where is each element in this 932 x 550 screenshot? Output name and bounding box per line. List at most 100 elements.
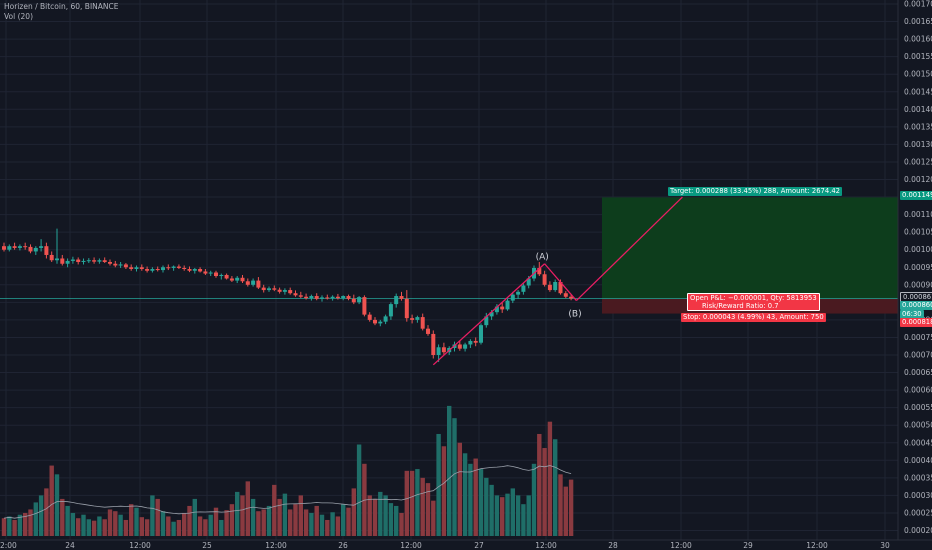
candle-body (463, 344, 468, 349)
volume-bar (441, 446, 447, 536)
candle-body (521, 285, 526, 292)
candle-body (526, 278, 531, 286)
volume-legend[interactable]: Vol (20) (4, 12, 34, 21)
stop-label: Stop: 0.000043 (4.99%) 43, Amount: 750 (681, 313, 826, 322)
candle-body (129, 267, 134, 270)
candle-body (145, 269, 150, 271)
price-tick-label: 0.000650 (904, 368, 932, 377)
volume-bar (54, 474, 60, 536)
trend-segment[interactable] (544, 263, 577, 302)
volume-bar (330, 512, 335, 536)
candle-body (272, 288, 277, 290)
volume-bar (367, 495, 372, 536)
candle-body (102, 260, 107, 262)
volume-bar (409, 470, 415, 536)
open-pnl-label: Open P&L: −0.000001, Qty: 5813953 Risk/R… (687, 293, 820, 311)
volume-bar (176, 519, 182, 536)
price-tick-label: 0.000950 (904, 263, 932, 272)
candle-body (208, 272, 213, 274)
trend-segment[interactable] (432, 263, 546, 366)
volume-bar (86, 519, 91, 536)
volume-bar (118, 514, 123, 536)
candle-body (256, 280, 261, 288)
candle-body (203, 271, 208, 274)
candle-body (55, 258, 59, 261)
price-tick-label: 0.000750 (904, 333, 932, 342)
volume-bar (277, 498, 282, 536)
price-tick-label: 0.000400 (904, 456, 932, 465)
time-tick-label: 26 (338, 541, 348, 550)
candle-body (335, 296, 340, 299)
wave-trend-lines[interactable] (432, 196, 683, 366)
candle-body (388, 304, 393, 317)
time-axis[interactable]: 12:00 24 12:00 25 12:00 26 12:00 27 12:00 28 12:00… (0, 541, 890, 550)
candle-body (139, 267, 144, 270)
candle-body (404, 298, 409, 319)
volume-bar (102, 519, 107, 536)
candle-body (282, 290, 287, 292)
trend-segment[interactable] (575, 196, 683, 302)
volume-bar (388, 503, 394, 536)
candle-body (28, 246, 33, 252)
price-tick-label: 0.000450 (904, 438, 932, 447)
candle-body (341, 296, 346, 299)
candle-body (245, 281, 250, 285)
volume-bar (23, 512, 28, 536)
volume-bar (526, 495, 531, 536)
volume-bar (500, 497, 505, 536)
volume-bar (33, 502, 38, 536)
volume-bar (240, 495, 245, 536)
candle-body (39, 246, 44, 248)
volume-bar (134, 507, 139, 536)
volume-bar (478, 469, 484, 536)
volume-bar (473, 458, 478, 536)
volume-bar (425, 483, 431, 536)
price-tick-label: 0.000700 (904, 351, 932, 360)
price-tick-label: 0.000200 (904, 526, 932, 535)
symbol-legend[interactable]: Horizen / Bitcoin, 60, BINANCE (4, 2, 119, 11)
volume-bar (245, 481, 250, 536)
volume-bar (282, 493, 288, 536)
candle-body (304, 296, 309, 299)
volume-bar (372, 498, 378, 536)
candle-body (33, 247, 38, 252)
volume-bar (123, 519, 129, 536)
candle-body (516, 291, 521, 295)
candle-body (23, 246, 28, 248)
candle-body (441, 347, 446, 353)
volume-bar (155, 498, 160, 536)
time-tick-label: 12:00 (535, 541, 557, 550)
price-tick-label: 0.000900 (904, 280, 932, 289)
volume-bar (150, 495, 155, 536)
candle-body (17, 246, 22, 248)
candle-body (187, 269, 192, 271)
volume-bar (97, 516, 102, 536)
volume-bar (351, 488, 356, 536)
volume-bar (235, 491, 240, 536)
volume-bar (160, 511, 166, 536)
candle-body (394, 296, 399, 305)
volume-bar (139, 517, 144, 536)
volume-bar (452, 418, 457, 536)
time-tick-label: 27 (474, 541, 484, 550)
candle-body (155, 269, 160, 271)
candle-body (192, 269, 197, 271)
volume-bar (187, 505, 192, 536)
volume-bar (171, 521, 176, 536)
volume-bar (192, 498, 197, 536)
price-tick-label: 0.001000 (904, 245, 932, 254)
candles (2, 228, 574, 363)
price-tick-label: 0.000550 (904, 403, 932, 412)
volume-bar (17, 514, 23, 536)
volume-bar (431, 500, 436, 536)
volume-bar (1, 518, 7, 536)
volume-bar (515, 495, 521, 536)
volume-bar (558, 474, 563, 536)
candle-body (240, 277, 245, 282)
volume-bar (309, 512, 314, 536)
price-axis[interactable]: 0.001700 0.001650 0.001600 0.001550 0.001500… (904, 0, 932, 535)
volume-bar (28, 509, 33, 536)
time-tick-label: 12:00 (670, 541, 692, 550)
price-tick-label: 0.001700 (904, 0, 932, 9)
